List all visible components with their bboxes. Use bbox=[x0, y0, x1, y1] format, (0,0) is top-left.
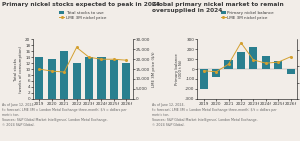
Bar bbox=[122, 63, 130, 99]
Bar bbox=[110, 60, 118, 99]
Bar bbox=[212, 69, 220, 77]
Bar bbox=[98, 57, 106, 99]
Text: As of June 12, 2024.
f= forecast; LME 3M = London Metal Exchange three-month; $/: As of June 12, 2024. f= forecast; LME 3M… bbox=[152, 103, 276, 126]
Bar bbox=[274, 61, 282, 69]
Legend: Total stocks to use, LME 3M nickel price: Total stocks to use, LME 3M nickel price bbox=[59, 11, 106, 20]
Bar bbox=[73, 63, 81, 99]
Bar bbox=[60, 51, 68, 99]
Y-axis label: Primary balance
(000 t Ni): Primary balance (000 t Ni) bbox=[175, 53, 183, 85]
Bar bbox=[48, 59, 56, 99]
Y-axis label: LME 3M price ($/t): LME 3M price ($/t) bbox=[152, 51, 156, 87]
Text: As of June 12, 2024.
f= forecast; LME 3M = London Metal Exchange three-month; $/: As of June 12, 2024. f= forecast; LME 3M… bbox=[2, 103, 126, 126]
Bar bbox=[35, 57, 43, 99]
Text: Global primary nickel market to remain
oversupplied in 2024: Global primary nickel market to remain o… bbox=[152, 2, 283, 13]
Bar bbox=[200, 69, 208, 89]
Bar bbox=[262, 56, 270, 69]
Text: Primary nickel stocks expected to peak in 2024: Primary nickel stocks expected to peak i… bbox=[2, 2, 160, 7]
Bar bbox=[85, 57, 93, 99]
Y-axis label: Total stocks
(weeks of consumption): Total stocks (weeks of consumption) bbox=[14, 46, 23, 93]
Bar bbox=[237, 52, 245, 69]
Legend: Primary nickel balance, LME 3M nickel price: Primary nickel balance, LME 3M nickel pr… bbox=[220, 11, 274, 20]
Bar bbox=[287, 69, 295, 74]
Bar bbox=[249, 47, 257, 69]
Bar bbox=[224, 60, 232, 69]
